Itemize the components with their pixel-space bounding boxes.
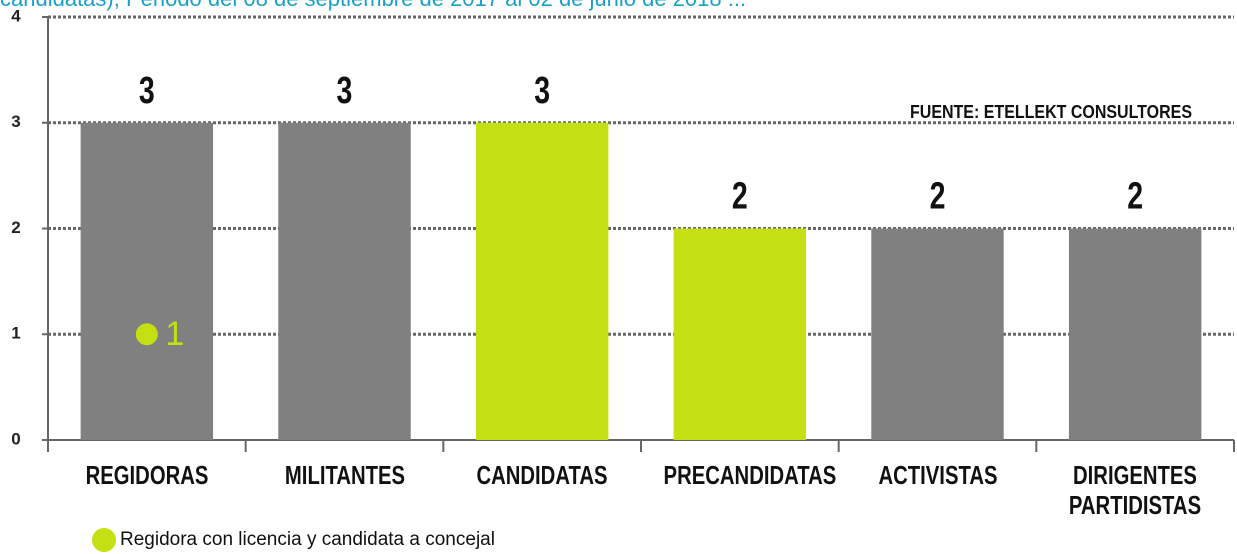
y-tick-label: 2 bbox=[11, 218, 20, 237]
y-tick-label: 0 bbox=[11, 429, 20, 448]
bar bbox=[278, 122, 411, 440]
x-tick-label: CANDIDATAS bbox=[476, 460, 608, 490]
bar bbox=[80, 122, 214, 440]
data-label: 3 bbox=[337, 70, 353, 112]
legend: Regidora con licencia y candidata a conc… bbox=[92, 528, 495, 552]
y-tick-label: 1 bbox=[11, 324, 20, 343]
legend-swatch bbox=[92, 528, 116, 552]
x-tick-label: ACTIVISTAS bbox=[877, 460, 998, 490]
bar bbox=[673, 228, 807, 440]
data-label: 2 bbox=[732, 176, 748, 218]
bar bbox=[1068, 228, 1202, 440]
y-tick-label: 4 bbox=[11, 6, 21, 25]
bar bbox=[475, 122, 609, 440]
x-tick-label: MILITANTES bbox=[284, 460, 405, 490]
data-label: 2 bbox=[1127, 176, 1143, 218]
x-tick-label: REGIDORAS bbox=[85, 460, 209, 490]
bar bbox=[871, 228, 1004, 440]
marker bbox=[135, 323, 158, 346]
x-tick-label: PRECANDIDATAS bbox=[663, 460, 837, 490]
x-tick-label: DIRIGENTES PARTIDISTAS bbox=[1069, 460, 1202, 520]
data-label: 2 bbox=[930, 176, 946, 218]
y-tick-label: 3 bbox=[11, 112, 20, 131]
marker-label: 1 bbox=[165, 315, 184, 353]
data-label: 3 bbox=[139, 70, 155, 112]
legend-label: Regidora con licencia y candidata a conc… bbox=[120, 529, 495, 551]
data-label: 3 bbox=[534, 70, 550, 112]
source: FUENTE: ETELLEKT CONSULTORES bbox=[910, 102, 1192, 122]
chart-title: candidatas), Periodo del 08 de septiembr… bbox=[0, 0, 746, 12]
